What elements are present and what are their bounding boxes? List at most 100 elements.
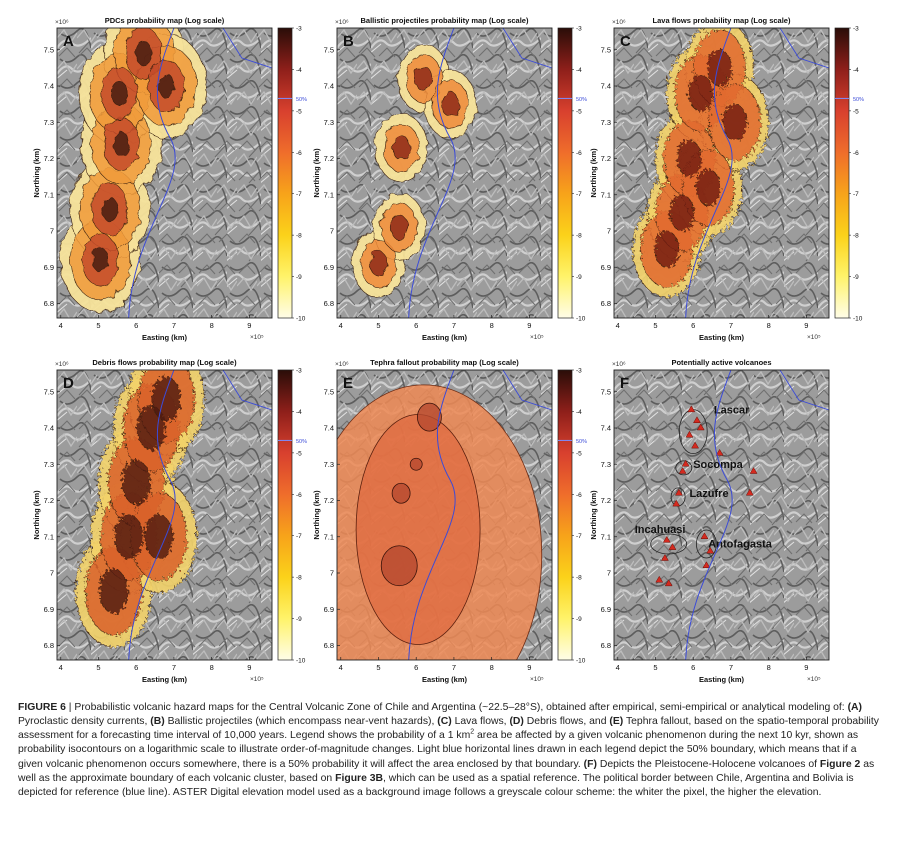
caption-text-4: , which can be used as a spatial referen…	[18, 772, 854, 798]
panel-title: Potentially active volcanoes	[671, 358, 771, 367]
colorbar-tick-label: -8	[296, 575, 302, 582]
y-tick-label: 7.4	[601, 424, 611, 433]
x-axis-label: Easting (km)	[142, 675, 188, 684]
colorbar-tick-label: -5	[576, 108, 582, 115]
y-tick-label: 7.5	[324, 45, 334, 54]
y-tick-label: 6.8	[44, 641, 54, 650]
colorbar-tick-label: -7	[576, 191, 582, 198]
y-tick-label: 6.9	[601, 605, 611, 614]
y-tick-label: 7	[607, 569, 611, 578]
caption-text-f: Depicts the Pleistocene-Holocene volcano…	[596, 758, 820, 770]
colorbar-tick-label: -8	[576, 233, 582, 240]
y-tick-label: 7.4	[44, 424, 54, 433]
y-tick-label: 7.1	[601, 532, 611, 541]
caption-ref-figure-2: Figure 2	[819, 758, 861, 770]
x-tick-label: 4	[59, 663, 63, 672]
panel-f: Lascar Socompa Lazufre Incahuasi Antofagasta…	[589, 358, 830, 684]
y-tick-label: 7.2	[44, 496, 54, 505]
colorbar-tick-label: -7	[296, 533, 302, 540]
y-tick-label: 7.1	[324, 532, 334, 541]
colorbar-tick-label: -6	[296, 150, 302, 157]
volcano-marker	[681, 459, 690, 467]
caption-text-a: Pyroclastic density currents,	[18, 716, 151, 728]
caption-ref-d: (D)	[509, 716, 524, 728]
volcano-marker	[662, 535, 671, 543]
caption-text-c: Lava flows,	[451, 716, 510, 728]
x-tick-label: 7	[172, 663, 176, 672]
caption-text-1: Probabilistic volcanic hazard maps for t…	[74, 702, 848, 713]
colorbar-tick-label: -10	[576, 658, 586, 665]
y-tick-label: 7.4	[324, 82, 334, 91]
panel-title: Debris flows probability map (Log scale)	[92, 358, 237, 367]
x-tick-label: 7	[172, 321, 176, 330]
y-exponent: ×10⁶	[612, 361, 626, 368]
caption-text-3: as well as the approximate boundary of e…	[18, 758, 875, 784]
y-axis-label: Northing (km)	[589, 490, 598, 540]
x-tick-label: 4	[59, 321, 63, 330]
volcano-cluster-label: Lazufre	[689, 488, 728, 500]
y-tick-label: 6.9	[44, 605, 54, 614]
colorbar-tick-label: -5	[296, 108, 302, 115]
volcano-cluster-label: Antofagasta	[708, 539, 772, 551]
panel-letter: F	[620, 375, 629, 392]
colorbar-tick-label: -7	[296, 191, 302, 198]
y-tick-label: 6.9	[324, 263, 334, 272]
x-tick-label: 6	[691, 321, 695, 330]
y-axis-label: Northing (km)	[312, 148, 321, 198]
x-tick-label: 4	[616, 663, 620, 672]
political-border	[685, 28, 733, 318]
volcano-marker	[687, 405, 696, 413]
panel-c: Lava flows probability map (Log scale) C ×…	[589, 16, 864, 342]
volcano-marker	[660, 554, 669, 561]
colorbar-tick-label: -4	[296, 67, 302, 74]
x-tick-label: 8	[767, 663, 771, 672]
x-axis-label: Easting (km)	[142, 333, 188, 342]
colorbar-tick-label: -8	[576, 575, 582, 582]
colorbar: -3 -4 -5 -6 -7 -8 -9 -10 50%	[277, 368, 307, 665]
y-tick-label: 7.5	[44, 45, 54, 54]
colorbar-tick-label: -3	[576, 368, 582, 375]
x-tick-label: 4	[339, 321, 343, 330]
political-border	[128, 28, 176, 318]
y-axis-label: Northing (km)	[32, 148, 41, 198]
volcano-marker	[715, 448, 724, 456]
colorbar-tick-label: -9	[296, 616, 302, 623]
figure-caption: FIGURE 6 | Probabilistic volcanic hazard…	[18, 701, 884, 800]
colorbar-tick-label: -5	[576, 450, 582, 457]
y-axis-label: Northing (km)	[32, 490, 41, 540]
caption-ref-c: (C)	[437, 716, 452, 728]
x-exponent: ×10⁵	[807, 334, 821, 341]
y-exponent: ×10⁶	[612, 19, 626, 26]
y-tick-label: 7.3	[601, 460, 611, 469]
x-axis-label: Easting (km)	[422, 333, 468, 342]
y-tick-label: 7.2	[601, 154, 611, 163]
volcano-marker	[691, 441, 700, 449]
y-exponent: ×10⁶	[55, 19, 69, 26]
caption-ref-figure-3b: Figure 3B	[335, 772, 384, 784]
map-area	[337, 370, 552, 660]
y-tick-label: 6.8	[601, 641, 611, 650]
colorbar-50-percent-label: 50%	[853, 97, 864, 103]
colorbar-tick-label: -3	[296, 368, 302, 375]
volcano-marker	[702, 561, 711, 568]
volcano-cluster-label: Socompa	[693, 459, 743, 471]
volcano-marker	[700, 532, 709, 539]
colorbar-tick-label: -6	[296, 492, 302, 499]
x-tick-label: 9	[804, 663, 808, 672]
y-exponent: ×10⁶	[335, 361, 349, 368]
volcano-marker	[696, 423, 705, 431]
x-tick-label: 8	[210, 321, 214, 330]
y-tick-label: 7.4	[601, 82, 611, 91]
volcano-cluster-label: Lascar	[714, 405, 750, 417]
x-tick-label: 9	[804, 321, 808, 330]
panel-e: Tephra fallout probability map (Log scal…	[312, 358, 587, 684]
y-tick-label: 7	[50, 227, 54, 236]
caption-text-d: Debris flows, and	[523, 716, 610, 728]
x-tick-label: 9	[247, 321, 251, 330]
hazard-maps-figure: PDCs probability map (Log scale) A ×10⁶ ×10…	[32, 16, 864, 684]
y-exponent: ×10⁶	[55, 361, 69, 368]
y-tick-label: 7	[50, 569, 54, 578]
volcano-marker	[693, 416, 701, 423]
colorbar: -3 -4 -5 -6 -7 -8 -9 -10 50%	[557, 26, 587, 323]
y-tick-label: 7.2	[601, 496, 611, 505]
